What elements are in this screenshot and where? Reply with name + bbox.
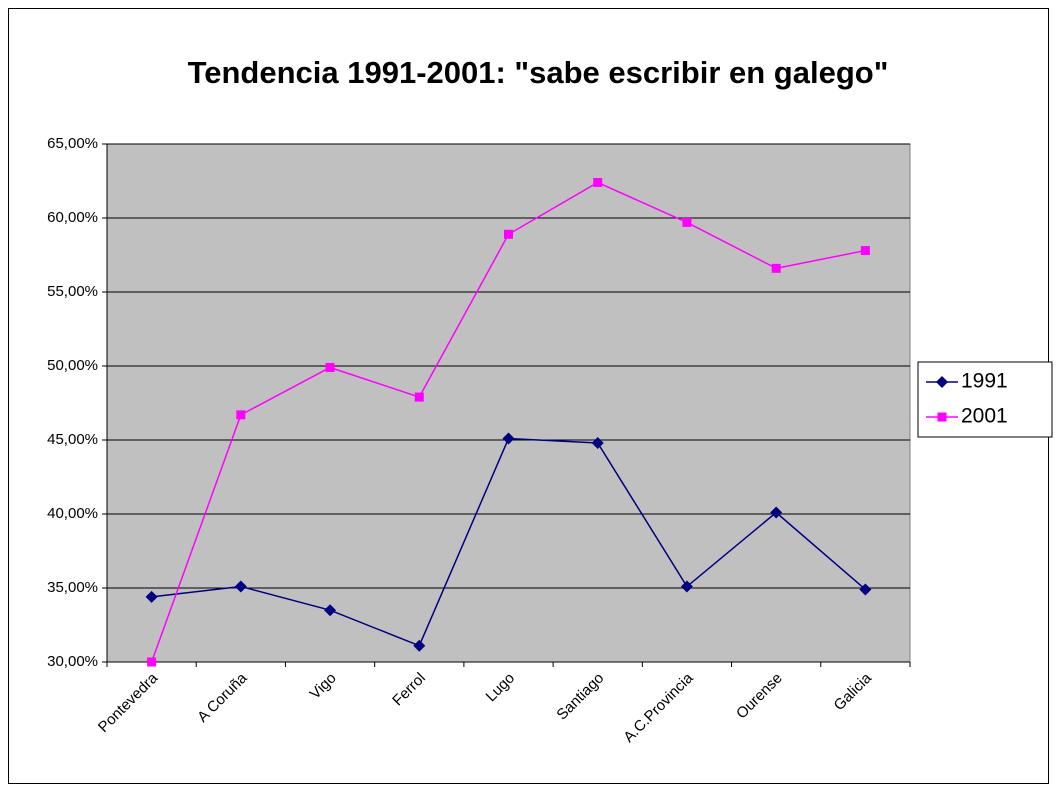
chart-title: Tendencia 1991-2001: "sabe escribir en g…: [188, 55, 889, 90]
data-point: [234, 580, 247, 593]
y-tick-label: 65,00%: [47, 135, 98, 152]
y-tick-label: 55,00%: [47, 283, 98, 300]
y-tick-label: 60,00%: [47, 209, 98, 226]
data-point: [859, 583, 872, 596]
legend-label: 1991: [961, 370, 1008, 393]
data-point: [771, 263, 781, 273]
legend-label: 2001: [961, 405, 1008, 428]
data-point: [236, 410, 246, 420]
y-tick-label: 45,00%: [47, 431, 98, 448]
data-point: [680, 580, 693, 593]
data-point: [860, 246, 870, 256]
data-point: [325, 362, 335, 372]
legend-marker: [936, 376, 948, 388]
data-point: [593, 177, 603, 187]
data-point: [147, 657, 157, 667]
legend-marker: [937, 412, 947, 422]
data-point: [413, 639, 426, 652]
data-point: [591, 436, 604, 449]
y-tick-label: 35,00%: [47, 579, 98, 596]
data-point: [682, 217, 692, 227]
y-tick-label: 40,00%: [47, 505, 98, 522]
plot-area: [106, 143, 911, 663]
data-point: [504, 229, 513, 239]
y-tick-label: 30,00%: [47, 653, 98, 670]
data-point: [770, 506, 783, 519]
y-tick-label: 50,00%: [47, 357, 98, 374]
data-point: [414, 392, 424, 402]
data-point: [324, 604, 337, 617]
data-point: [502, 432, 515, 445]
data-point: [145, 590, 158, 603]
legend-box: [917, 361, 1053, 438]
